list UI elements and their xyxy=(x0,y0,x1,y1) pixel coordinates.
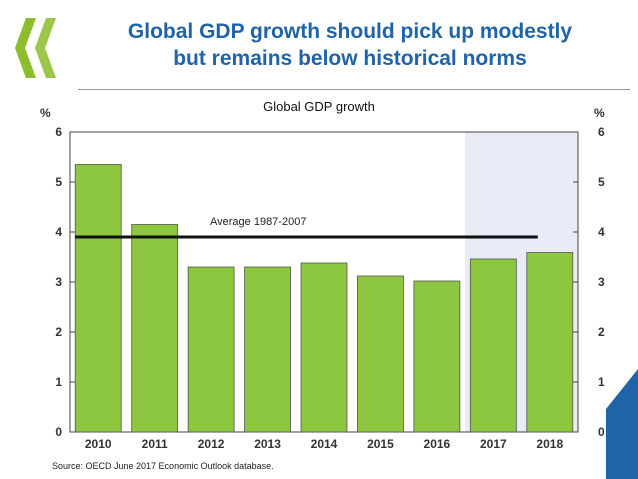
x-tick-label: 2012 xyxy=(198,437,225,451)
corner-accent-icon xyxy=(606,369,638,479)
x-tick-label: 2018 xyxy=(536,437,563,451)
y-tick-label-left: 5 xyxy=(55,175,62,189)
bar-2018 xyxy=(526,252,574,433)
page-number: 3 xyxy=(620,450,626,460)
y-tick-label-right: 5 xyxy=(598,175,605,189)
y-tick-label-right: 3 xyxy=(598,275,605,289)
slide-title: Global GDP growth should pick up modestl… xyxy=(70,18,630,72)
oecd-logo-icon xyxy=(15,18,56,78)
x-tick-label: 2015 xyxy=(367,437,394,451)
x-tick-label: 2016 xyxy=(424,437,451,451)
bar-2017 xyxy=(469,258,517,433)
x-tick-label: 2017 xyxy=(480,437,507,451)
title-divider xyxy=(78,89,630,90)
slide-title-line-1: Global GDP growth should pick up modestl… xyxy=(127,20,573,43)
y-tick-label-left: 0 xyxy=(55,425,62,439)
y-tick-label-right: 4 xyxy=(598,225,605,239)
bar-2014 xyxy=(300,262,348,433)
bar-2016 xyxy=(413,280,461,433)
y-tick-label-right: 0 xyxy=(598,425,605,439)
bar-2013 xyxy=(244,266,291,433)
slide-title-line-2: but remains below historical norms xyxy=(173,47,527,70)
average-line-label: Average 1987-2007 xyxy=(210,216,306,228)
chart-title: Global GDP growth xyxy=(263,99,375,114)
bar-2015 xyxy=(357,275,404,433)
x-tick-label: 2010 xyxy=(85,437,112,451)
y-tick-label-left: 1 xyxy=(55,375,62,389)
y-tick-label-left: 2 xyxy=(55,325,62,339)
x-tick-label: 2014 xyxy=(311,437,338,451)
y-tick-label-left: 3 xyxy=(55,275,62,289)
y-tick-label-right: 6 xyxy=(598,125,605,139)
x-tick-label: 2011 xyxy=(142,437,168,451)
bar-2011 xyxy=(131,224,179,433)
source-note: Source: OECD June 2017 Economic Outlook … xyxy=(52,461,274,471)
bar-2010 xyxy=(74,164,122,433)
y-tick-label-right: 1 xyxy=(598,375,605,389)
x-tick-label: 2013 xyxy=(254,437,281,451)
bar-2012 xyxy=(187,266,235,433)
y-tick-label-left: 6 xyxy=(55,125,62,139)
y-axis-unit-right: % xyxy=(594,106,605,120)
y-tick-label-left: 4 xyxy=(55,225,62,239)
y-axis-unit-left: % xyxy=(40,106,51,120)
y-tick-label-right: 2 xyxy=(598,325,605,339)
